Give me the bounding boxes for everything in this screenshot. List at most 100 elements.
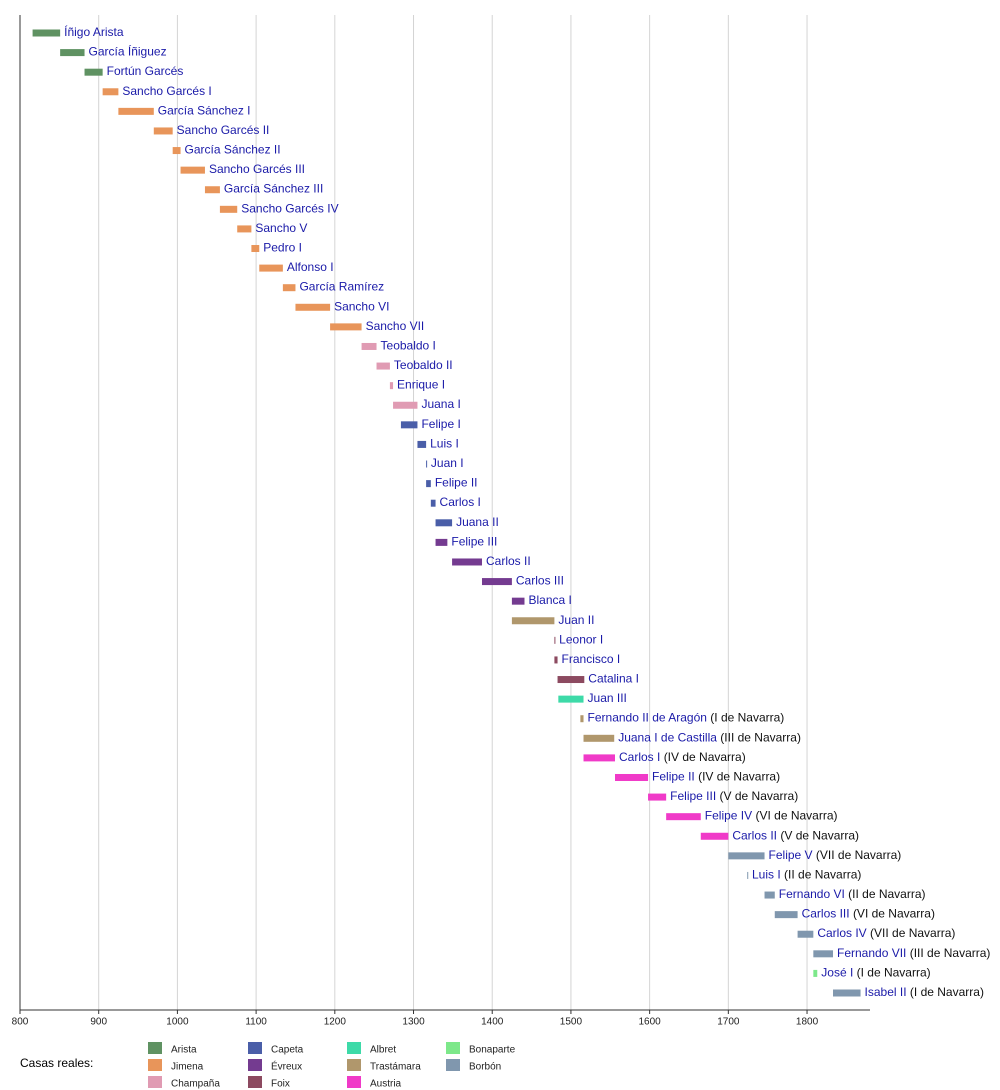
monarch-note: (III de Navarra) — [720, 730, 801, 744]
monarch-note: (IV de Navarra) — [664, 750, 746, 764]
reign-bar — [557, 676, 585, 684]
x-tick-label: 900 — [90, 1017, 107, 1028]
reign-label: Carlos I (IV de Navarra) — [619, 750, 746, 764]
reign-bar — [102, 88, 119, 96]
legend-swatch — [446, 1059, 460, 1071]
reign-label: Leonor I — [559, 633, 603, 647]
legend-label: Jimena — [171, 1062, 204, 1073]
reign-label: Carlos I — [440, 495, 481, 509]
reign-bar — [330, 323, 362, 331]
monarch-name: Fortún Garcés — [107, 64, 184, 78]
monarch-name: Carlos IV — [817, 926, 866, 940]
reign-bar — [237, 225, 252, 233]
x-tick-label: 1700 — [717, 1017, 740, 1028]
monarch-name: Catalina I — [588, 672, 639, 686]
reign-label: Felipe V (VII de Navarra) — [769, 848, 902, 862]
reign-bar — [774, 911, 798, 919]
monarch-name: Sancho VII — [366, 319, 425, 333]
monarch-name: Sancho Garcés I — [122, 84, 211, 98]
reign-bar — [295, 303, 331, 311]
reign-bar — [452, 558, 482, 566]
reign-bar — [813, 969, 818, 977]
monarch-name: Carlos II — [486, 554, 531, 568]
monarch-name: Fernando II de Aragón — [588, 711, 707, 725]
reign-label: Sancho VII — [366, 319, 425, 333]
legend-label: Champaña — [171, 1079, 220, 1090]
monarch-name: Luis I — [430, 437, 459, 451]
reign-bar — [118, 107, 154, 115]
monarch-note: (II de Navarra) — [848, 887, 925, 901]
monarch-name: Carlos III — [802, 907, 850, 921]
legend-label: Foix — [271, 1079, 290, 1090]
monarch-note: (VI de Navarra) — [755, 809, 837, 823]
monarch-name: Sancho Garcés IV — [241, 201, 338, 215]
reign-bar — [32, 29, 61, 37]
legend-label: Arista — [171, 1045, 197, 1056]
reign-bar — [282, 284, 296, 292]
reign-label: García Sánchez I — [158, 104, 251, 118]
reign-label: Catalina I — [588, 672, 639, 686]
reign-bar — [583, 754, 615, 762]
monarch-name: Leonor I — [559, 633, 603, 647]
x-tick-label: 1400 — [481, 1017, 504, 1028]
monarch-note: (II de Navarra) — [784, 868, 861, 882]
reign-label: Íñigo Arista — [64, 24, 124, 39]
legend-swatch — [347, 1059, 361, 1071]
reign-label: Teobaldo II — [394, 358, 453, 372]
reign-label: Felipe II (IV de Navarra) — [652, 770, 780, 784]
legend-swatch — [347, 1076, 361, 1088]
reign-bar — [583, 734, 615, 742]
reign-bar — [435, 519, 453, 527]
reign-bar — [60, 49, 85, 57]
x-tick-label: 1800 — [796, 1017, 819, 1028]
monarch-name: Teobaldo I — [381, 339, 436, 353]
reign-bar — [615, 773, 649, 781]
monarch-name: Fernando VII — [837, 946, 906, 960]
reign-bar — [153, 127, 173, 135]
legend-swatch — [148, 1042, 162, 1054]
reign-bar — [430, 499, 436, 507]
reign-bar — [666, 813, 701, 821]
reign-bar — [554, 636, 556, 644]
reign-bar — [648, 793, 667, 801]
monarch-name: Felipe I — [421, 417, 460, 431]
legend-label: Trastámara — [370, 1062, 421, 1073]
reign-label: Juan II — [558, 613, 594, 627]
reign-bar — [747, 871, 749, 879]
monarch-name: Felipe V — [769, 848, 813, 862]
reign-label: García Íñiguez — [89, 44, 167, 59]
reign-label: Blanca I — [528, 593, 571, 607]
monarch-name: Sancho V — [255, 221, 307, 235]
monarch-name: Felipe III — [670, 789, 716, 803]
reign-bar — [700, 832, 729, 840]
reign-label: Pedro I — [263, 241, 302, 255]
monarch-name: García Sánchez I — [158, 104, 251, 118]
reign-label: Fortún Garcés — [107, 64, 184, 78]
monarch-name: Teobaldo II — [394, 358, 453, 372]
monarch-name: Isabel II — [865, 985, 907, 999]
reign-label: Isabel II (I de Navarra) — [865, 985, 984, 999]
reign-label: Juana II — [456, 515, 499, 529]
legend-label: Borbón — [469, 1062, 501, 1073]
reign-bar — [389, 382, 394, 390]
monarch-name: Sancho Garcés II — [177, 123, 270, 137]
reign-bar — [511, 617, 555, 625]
legend-swatch — [248, 1076, 262, 1088]
reign-label: Carlos III (VI de Navarra) — [802, 907, 935, 921]
reign-label: Carlos II — [486, 554, 531, 568]
reign-label: García Ramírez — [299, 280, 384, 294]
reign-bar — [511, 597, 525, 605]
monarch-note: (VI de Navarra) — [853, 907, 935, 921]
legend-label: Bonaparte — [469, 1045, 516, 1056]
legend-swatch — [148, 1059, 162, 1071]
reign-label: García Sánchez III — [224, 182, 323, 196]
reign-bar — [251, 245, 260, 253]
reign-label: Teobaldo I — [381, 339, 436, 353]
reign-bar — [393, 401, 418, 409]
reign-label: Francisco I — [562, 652, 621, 666]
monarch-note: (I de Navarra) — [857, 966, 931, 980]
reign-label: Carlos III — [516, 574, 564, 588]
reign-bar — [219, 205, 238, 213]
legend-title: Casas reales: — [20, 1056, 93, 1070]
monarch-name: Carlos II — [732, 828, 777, 842]
